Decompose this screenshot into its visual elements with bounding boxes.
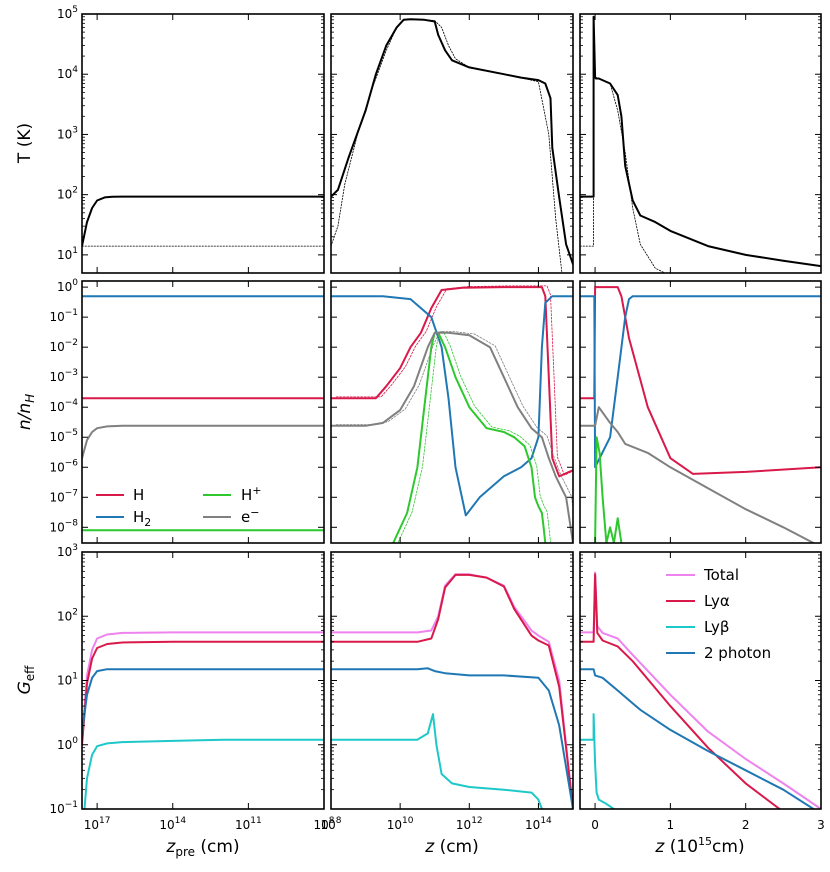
series-e-line [580, 406, 815, 543]
series-H-line [580, 286, 821, 475]
y-axis-label-geff: Geff [15, 665, 37, 695]
tick-label: 1014 [159, 816, 186, 832]
x-axis-label-z-linear: z (1015cm) [654, 835, 744, 857]
legend-label-hplus: H+ [241, 484, 262, 504]
x-axis-label-zpre: zpre (cm) [165, 837, 239, 859]
panel-1-3-frame [579, 13, 822, 274]
series-Ly-line [580, 573, 781, 809]
y-axis-label-abundance: n/nH [15, 394, 37, 430]
panel-3-3-curves [580, 571, 821, 809]
tick-label: 100 [57, 278, 78, 294]
series-dotted-line [580, 16, 666, 273]
legend-label-electron: e− [241, 506, 259, 526]
panel-3-1-frame [81, 551, 325, 810]
series-dotted-line [331, 18, 563, 273]
tick-label: 102 [57, 186, 78, 202]
tick-label: 1011 [235, 816, 262, 832]
series-Total-line [82, 631, 324, 741]
series-main-line [331, 18, 573, 266]
series-e-line [331, 331, 573, 543]
tick-label: 103 [57, 125, 78, 141]
series-H2-line [580, 295, 821, 469]
tick-label: 108 [313, 816, 334, 832]
series-Total-line [580, 571, 821, 809]
legend-label-lya: Lyα [704, 592, 730, 610]
tick-label: 10−3 [49, 368, 78, 384]
series-Ly-line [580, 713, 615, 809]
panel-2-1-curves [82, 295, 324, 532]
tick-label: 102 [57, 607, 78, 623]
series-H-comparison-line [398, 331, 551, 543]
tick-label: 1012 [456, 816, 483, 832]
tick-label: 10−6 [49, 458, 78, 474]
tick-label: 2 [742, 818, 750, 832]
tick-label: 108 [320, 816, 341, 832]
panel-1-1-curves [82, 195, 324, 248]
panel-1-2-curves [331, 18, 573, 273]
tick-label: 101 [57, 246, 78, 262]
tick-label: 1017 [84, 816, 111, 832]
legend-label-total: Total [703, 566, 739, 584]
series-H-line [392, 331, 547, 543]
tick-label: 1014 [525, 816, 552, 832]
series-main-line [580, 15, 821, 268]
legend-label-lyb: Lyβ [704, 618, 729, 636]
panel-3-2-frame [330, 551, 574, 810]
x-axis-label-z: z (cm) [424, 837, 479, 857]
series-2photon-line [331, 667, 573, 809]
series-Ly-line [83, 738, 324, 809]
tick-label: 104 [57, 65, 78, 81]
panel-2-2-frame [330, 280, 574, 544]
series-H-line [594, 436, 623, 543]
tick-label: 100 [57, 736, 78, 752]
panel-1-1-frame [81, 13, 325, 274]
series-H2-line [331, 295, 573, 517]
chart-tick-labels: 10110210310410510−810−710−610−510−410−31… [49, 5, 824, 832]
legend-abundances: H H2 H+ e− [96, 484, 262, 529]
y-axis-label-temperature: T (K) [15, 123, 35, 164]
tick-label: 10−5 [49, 428, 78, 444]
series-e-line [82, 424, 324, 460]
panel-3-3-frame [579, 551, 822, 810]
tick-label: 3 [817, 818, 825, 832]
tick-label: 10−7 [49, 488, 78, 504]
panel-3-1-curves [82, 631, 324, 809]
series-Ly-line [331, 713, 543, 809]
tick-label: 1010 [387, 816, 414, 832]
tick-label: 0 [591, 818, 599, 832]
panel-1-2-frame [330, 13, 574, 274]
series-H-comparison-line [335, 285, 573, 476]
tick-label: 10−8 [49, 518, 78, 534]
chart-frames [81, 13, 822, 810]
tick-label: 105 [57, 5, 78, 21]
tick-label: 10−2 [49, 338, 78, 354]
legend-label-h: H [133, 486, 144, 504]
series-e-comparison-line [335, 331, 573, 510]
series-2photon-line [580, 668, 815, 809]
chart-curves [82, 15, 821, 809]
series-H-line [331, 286, 573, 478]
tick-label: 10−1 [49, 800, 78, 816]
legend-geff: Total Lyα Lyβ 2 photon [666, 566, 771, 662]
legend-label-2photon: 2 photon [704, 644, 771, 662]
series-Total-line [331, 573, 573, 809]
tick-label: 101 [57, 672, 78, 688]
tick-label: 1 [667, 818, 675, 832]
chart-ticks [82, 13, 822, 810]
series-Ly-line [82, 640, 324, 746]
panel-3-2-curves [331, 573, 573, 809]
panel-2-2-curves [331, 285, 573, 543]
tick-label: 10−4 [49, 398, 78, 414]
panel-1-3-curves [580, 15, 821, 273]
series-main-line [82, 195, 324, 248]
series-Ly-line [331, 573, 573, 809]
panel-2-3-curves [580, 286, 821, 543]
legend-label-h2: H2 [133, 508, 151, 529]
panel-2-3-frame [579, 280, 822, 544]
panel-2-1-frame [81, 280, 325, 544]
tick-label: 10−1 [49, 308, 78, 324]
series-2photon-line [82, 668, 324, 735]
tick-label: 103 [57, 543, 78, 559]
